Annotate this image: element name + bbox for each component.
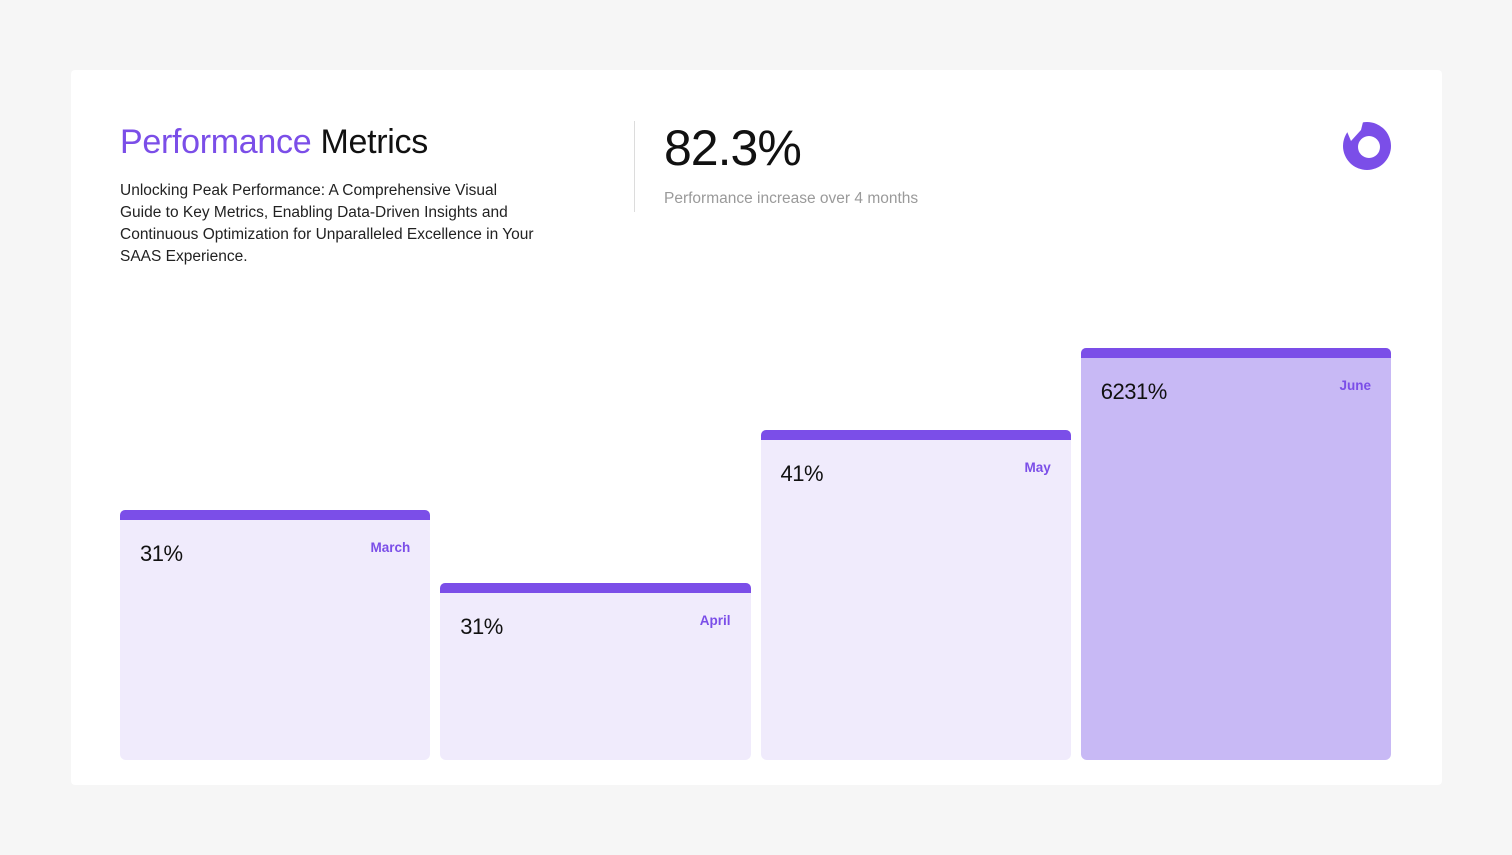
- page-title: Performance Metrics: [120, 122, 428, 162]
- bar-may: 41% May: [760, 430, 1071, 760]
- bar-chart: 31% March 31% April 41% May 6231% June: [120, 310, 1391, 760]
- bar-june: 6231% June: [1080, 347, 1391, 760]
- kpi-caption: Performance increase over 4 months: [664, 190, 919, 207]
- bar-value-label: 6231%: [1100, 378, 1168, 404]
- divider: [634, 121, 635, 212]
- bar-category-label: June: [1339, 377, 1371, 393]
- description: Unlocking Peak Performance: A Comprehens…: [120, 182, 534, 265]
- bar-category-label: April: [699, 612, 731, 628]
- title-rest: Metrics: [320, 123, 429, 161]
- performance-card: Performance Metrics Unlocking Peak Perfo…: [71, 70, 1442, 785]
- bar-cap: [120, 510, 431, 520]
- bar-category-label: March: [370, 540, 411, 555]
- bar-march: 31% March: [120, 510, 431, 760]
- bar-cap: [440, 582, 751, 593]
- bar-cap: [760, 430, 1071, 440]
- bar-value-label: 31%: [460, 613, 503, 639]
- bar-category-label: May: [1024, 460, 1051, 475]
- title-accent: Performance: [120, 123, 312, 161]
- kpi-value: 82.3%: [664, 120, 802, 176]
- bar-april: 31% April: [440, 582, 751, 760]
- bar-value-label: 31%: [140, 541, 183, 566]
- bar-cap: [1080, 347, 1391, 358]
- bar-value-label: 41%: [780, 461, 824, 486]
- brand-logo-icon: [1343, 122, 1391, 170]
